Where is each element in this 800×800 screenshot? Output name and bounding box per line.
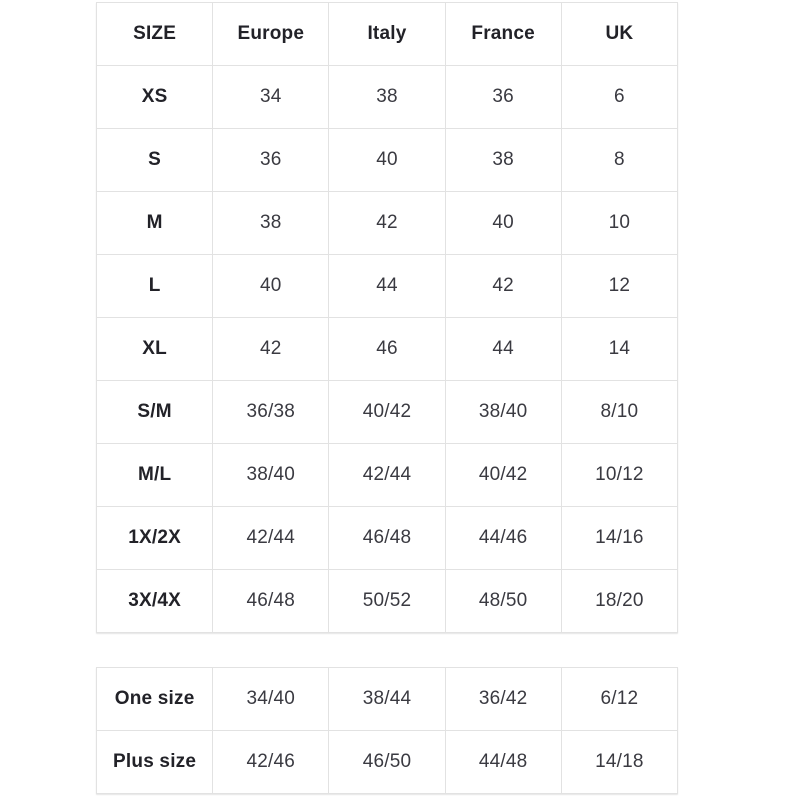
row-label-cell: 3X/4X (95, 569, 214, 633)
table-row-sm: S/M 36/38 40/42 38/40 8/10 (95, 380, 679, 444)
value-cell: 44/48 (444, 730, 562, 794)
header-cell-italy: Italy (328, 2, 446, 66)
value-cell: 38/44 (328, 667, 446, 731)
table-header-row: SIZE Europe Italy France UK (95, 2, 679, 66)
value-cell: 34 (212, 65, 330, 129)
value-cell: 34/40 (212, 667, 330, 731)
header-cell-uk: UK (560, 2, 679, 66)
value-cell: 38 (328, 65, 446, 129)
value-cell: 42 (444, 254, 562, 318)
value-cell: 44 (328, 254, 446, 318)
value-cell: 10/12 (560, 443, 679, 507)
header-cell-size: SIZE (95, 2, 214, 66)
header-cell-europe: Europe (212, 2, 330, 66)
value-cell: 18/20 (560, 569, 679, 633)
value-cell: 38 (444, 128, 562, 192)
value-cell: 40 (444, 191, 562, 255)
table-row-s: S 36 40 38 8 (95, 128, 679, 192)
value-cell: 38/40 (212, 443, 330, 507)
one-size-plus-size-table: One size 34/40 38/44 36/42 6/12 Plus siz… (95, 667, 679, 794)
row-label-cell: Plus size (95, 730, 214, 794)
value-cell: 8 (560, 128, 679, 192)
table-row-ml: M/L 38/40 42/44 40/42 10/12 (95, 443, 679, 507)
value-cell: 42/44 (328, 443, 446, 507)
value-cell: 40 (328, 128, 446, 192)
row-label-cell: S (95, 128, 214, 192)
value-cell: 40/42 (444, 443, 562, 507)
value-cell: 46/50 (328, 730, 446, 794)
header-cell-france: France (444, 2, 562, 66)
table-row-l: L 40 44 42 12 (95, 254, 679, 318)
row-label-cell: XL (95, 317, 214, 381)
value-cell: 48/50 (444, 569, 562, 633)
value-cell: 36/42 (444, 667, 562, 731)
row-label-cell: S/M (95, 380, 214, 444)
table-row-3x4x: 3X/4X 46/48 50/52 48/50 18/20 (95, 569, 679, 633)
value-cell: 36/38 (212, 380, 330, 444)
value-cell: 38/40 (444, 380, 562, 444)
table-row-m: M 38 42 40 10 (95, 191, 679, 255)
value-cell: 44/46 (444, 506, 562, 570)
row-label-cell: L (95, 254, 214, 318)
value-cell: 46/48 (328, 506, 446, 570)
table-row-xl: XL 42 46 44 14 (95, 317, 679, 381)
row-label-cell: XS (95, 65, 214, 129)
table-row-xs: XS 34 38 36 6 (95, 65, 679, 129)
row-label-cell: M (95, 191, 214, 255)
table-row-1x2x: 1X/2X 42/44 46/48 44/46 14/16 (95, 506, 679, 570)
value-cell: 36 (212, 128, 330, 192)
value-cell: 8/10 (560, 380, 679, 444)
value-cell: 10 (560, 191, 679, 255)
value-cell: 42/44 (212, 506, 330, 570)
table-row-plus-size: Plus size 42/46 46/50 44/48 14/18 (95, 730, 679, 794)
value-cell: 6/12 (560, 667, 679, 731)
value-cell: 40/42 (328, 380, 446, 444)
value-cell: 14/18 (560, 730, 679, 794)
value-cell: 42/46 (212, 730, 330, 794)
value-cell: 6 (560, 65, 679, 129)
value-cell: 12 (560, 254, 679, 318)
value-cell: 46/48 (212, 569, 330, 633)
row-label-cell: One size (95, 667, 214, 731)
row-label-cell: M/L (95, 443, 214, 507)
table-row-one-size: One size 34/40 38/44 36/42 6/12 (95, 667, 679, 731)
value-cell: 38 (212, 191, 330, 255)
value-cell: 50/52 (328, 569, 446, 633)
value-cell: 42 (212, 317, 330, 381)
value-cell: 14/16 (560, 506, 679, 570)
value-cell: 42 (328, 191, 446, 255)
value-cell: 46 (328, 317, 446, 381)
size-conversion-table: SIZE Europe Italy France UK XS 34 38 36 … (95, 2, 679, 633)
value-cell: 40 (212, 254, 330, 318)
row-label-cell: 1X/2X (95, 506, 214, 570)
value-cell: 36 (444, 65, 562, 129)
value-cell: 14 (560, 317, 679, 381)
value-cell: 44 (444, 317, 562, 381)
